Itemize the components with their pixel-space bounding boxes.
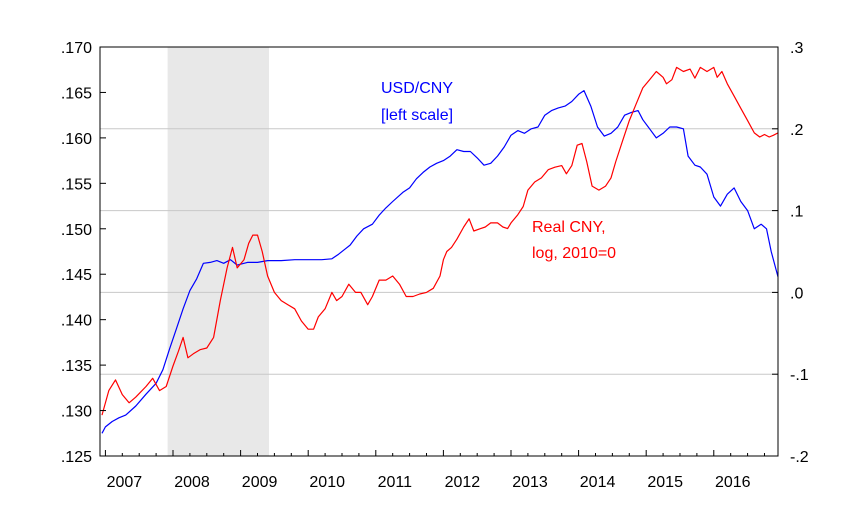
left-tick-label-3: .140	[61, 313, 92, 330]
left-tick-label-0: .125	[61, 449, 92, 466]
real-cny-label-line-1: Real CNY,	[532, 219, 606, 236]
right-tick-label-1: -.1	[790, 367, 809, 384]
x-tick-label-9: 2016	[715, 474, 751, 491]
right-tick-label-5: .3	[790, 40, 803, 57]
left-tick-label-4: .145	[61, 267, 92, 284]
left-tick-label-1: .130	[61, 404, 92, 421]
usd-cny-label-line-2: [left scale]	[381, 107, 453, 124]
x-tick-label-6: 2013	[512, 474, 548, 491]
series-line-real-cny	[101, 66, 779, 416]
real-cny-label-line-2: log, 2010=0	[532, 245, 616, 262]
series-line-usd-cny	[101, 89, 779, 434]
usd-cny-label-line-1: USD/CNY	[381, 80, 453, 97]
x-tick-label-1: 2008	[174, 474, 210, 491]
annotation-layer: USD/CNY [left scale] Real CNY, log, 2010…	[381, 80, 616, 262]
x-tick-label-5: 2012	[445, 474, 481, 491]
x-tick-label-7: 2014	[580, 474, 616, 491]
left-tick-label-5: .150	[61, 222, 92, 239]
right-tick-label-4: .2	[790, 122, 803, 139]
right-tick-label-2: .0	[790, 285, 803, 302]
right-tick-label-3: .1	[790, 204, 803, 221]
left-tick-label-7: .160	[61, 131, 92, 148]
x-tick-label-8: 2015	[647, 474, 683, 491]
left-tick-label-8: .165	[61, 85, 92, 102]
plot-layer: .125 .130 .135 .140 .145 .150 .155 .160 .165 .170…	[61, 40, 809, 491]
left-tick-label-9: .170	[61, 40, 92, 57]
x-tick-label-3: 2010	[309, 474, 345, 491]
recession-shading	[167, 47, 269, 456]
x-tick-label-4: 2011	[378, 474, 413, 491]
right-tick-label-0: -.2	[790, 449, 809, 466]
x-tick-label-0: 2007	[107, 474, 143, 491]
plot-frame	[99, 46, 779, 457]
left-tick-label-6: .155	[61, 176, 92, 193]
x-tick-label-2: 2009	[242, 474, 278, 491]
left-tick-label-2: .135	[61, 358, 92, 375]
